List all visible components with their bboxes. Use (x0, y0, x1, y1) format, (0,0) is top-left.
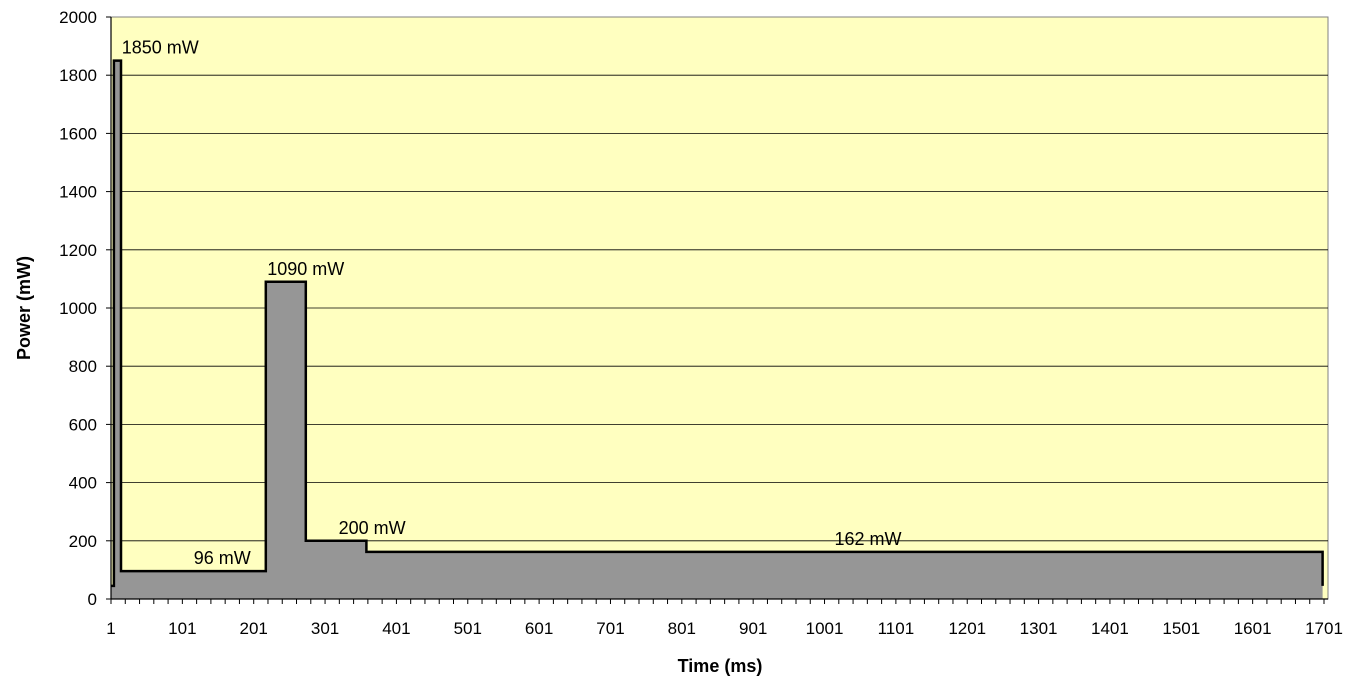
x-tick-label: 1601 (1234, 619, 1272, 638)
y-tick-label: 1800 (59, 66, 97, 85)
x-tick-label: 1101 (878, 619, 915, 638)
y-tick-label: 600 (69, 415, 97, 434)
x-tick-label: 1301 (1020, 619, 1058, 638)
y-tick-label: 1200 (59, 241, 97, 260)
value-annotation: 162 mW (835, 529, 902, 549)
x-tick-label: 401 (382, 619, 410, 638)
x-tick-label: 501 (454, 619, 482, 638)
annotations: 1850 mW 96 mW 1090 mW 200 mW 162 mW (122, 38, 902, 568)
y-tick-label: 1000 (59, 299, 97, 318)
x-tick-label: 1701 (1305, 619, 1343, 638)
x-tick-label: 1401 (1091, 619, 1129, 638)
axes (106, 16, 1328, 604)
x-tick-label: 301 (311, 619, 339, 638)
y-tick-label: 1400 (59, 183, 97, 202)
x-tick-label: 101 (168, 619, 196, 638)
x-axis-title: Time (ms) (678, 656, 763, 676)
value-annotation: 200 mW (339, 518, 406, 538)
y-tick-label: 200 (69, 532, 97, 551)
y-tick-label: 800 (69, 357, 97, 376)
x-tick-label: 1201 (948, 619, 986, 638)
y-tick-label: 400 (69, 474, 97, 493)
y-tick-label: 1600 (59, 124, 97, 143)
x-tick-label: 1001 (806, 619, 844, 638)
y-tick-label: 0 (88, 590, 97, 609)
x-tick-label: 201 (240, 619, 268, 638)
y-tick-label: 2000 (59, 8, 97, 27)
x-tick-label: 1 (106, 619, 115, 638)
x-tick-label: 901 (739, 619, 767, 638)
y-tick-labels: 0 200 400 600 800 1000 1200 1400 1600 1800 2000 (59, 8, 97, 609)
value-annotation: 1090 mW (267, 259, 344, 279)
power-line (111, 59, 1324, 588)
x-tick-label: 801 (668, 619, 696, 638)
x-tick-label: 1501 (1162, 619, 1200, 638)
x-tick-labels: 1 101 201 301 401 501 601 701 801 901 1001 1101 1201… (106, 619, 1343, 638)
y-axis-title: Power (mW) (14, 256, 34, 360)
x-tick-label: 601 (525, 619, 553, 638)
x-tick-label: 701 (596, 619, 624, 638)
value-annotation: 96 mW (194, 548, 251, 568)
value-annotation: 1850 mW (122, 38, 199, 58)
